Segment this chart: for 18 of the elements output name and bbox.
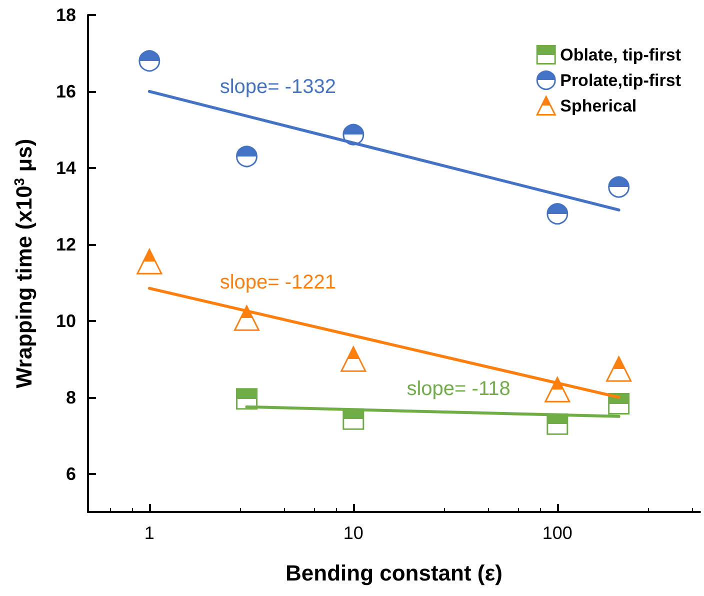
x-tick-label: 100: [542, 523, 572, 543]
x-axis-title: Bending constant (ε): [286, 560, 502, 586]
y-tick-label: 12: [56, 234, 76, 254]
y-tick-label: 18: [56, 5, 76, 25]
annotation: slope= -1332: [220, 76, 336, 98]
y-tick-label: 8: [66, 387, 76, 408]
x-tick-label: 10: [343, 523, 364, 543]
y-tick-label: 16: [56, 81, 76, 102]
legend-label: Spherical: [560, 96, 637, 116]
legend-label: Oblate, tip-first: [560, 45, 682, 64]
y-tick-label: 10: [56, 310, 76, 331]
y-axis-title: Wrapping time (x103 μs): [11, 138, 36, 388]
legend-label: Prolate,tip-first: [560, 70, 682, 90]
annotation: slope= -1221: [220, 272, 336, 294]
x-tick-label: 1: [144, 523, 154, 543]
annotation: slope= -118: [406, 378, 510, 400]
y-tick-label: 6: [66, 464, 76, 484]
y-tick-label: 14: [56, 158, 76, 178]
